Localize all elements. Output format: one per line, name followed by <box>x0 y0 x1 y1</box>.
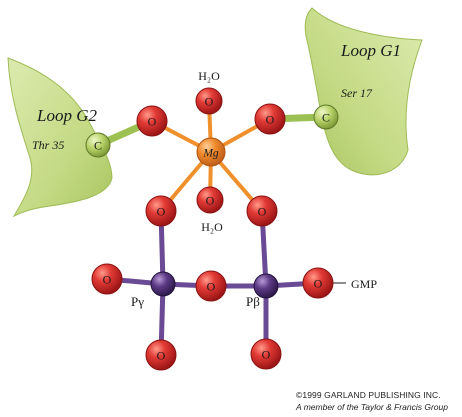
oxygen-atom-left: O <box>136 105 168 137</box>
oxygen-atom-gamma-left: O <box>91 263 123 295</box>
oxygen-atom-beta-top: O <box>246 195 278 227</box>
carbon-atom-right: C <box>313 104 339 130</box>
oxygen-gamma-left-label: O <box>103 273 112 287</box>
oxygen-atom-water-top: O <box>195 87 223 115</box>
water-top-label: H₂O <box>198 69 220 83</box>
magnesium-atom: Mg <box>196 137 226 167</box>
oxygen-bridge-label: O <box>207 280 216 294</box>
oxygen-atom-beta-right: O <box>302 267 334 299</box>
oxygen-water-bottom-label: O <box>206 194 215 208</box>
magnesium-label: Mg <box>202 148 219 160</box>
loop-g1-shape <box>304 7 423 176</box>
oxygen-atom-right: O <box>254 103 286 135</box>
oxygen-beta-bottom-label: O <box>262 348 271 362</box>
loop-g2-label: Loop G2 <box>36 106 97 125</box>
thr-35-label: Thr 35 <box>32 138 64 152</box>
loop-g1-label: Loop G1 <box>340 41 401 60</box>
oxygen-left-label: O <box>148 115 157 129</box>
copyright-line-1: ©1999 GARLAND PUBLISHING INC. <box>296 390 441 400</box>
carbon-right-label: C <box>322 111 330 125</box>
phosphorus-beta-atom <box>253 273 279 299</box>
oxygen-atom-water-bottom: O <box>196 186 224 214</box>
oxygen-right-label: O <box>266 113 275 127</box>
oxygen-beta-right-label: O <box>314 277 323 291</box>
oxygen-atom-gamma-bottom: O <box>145 339 177 371</box>
loop-g2-shape <box>7 57 113 218</box>
oxygen-beta-top-label: O <box>258 205 267 219</box>
copyright-line-2: A member of the Taylor & Francis Group <box>296 402 448 412</box>
p-gamma-label: Pγ <box>131 294 144 309</box>
water-bottom-label: H₂O <box>201 220 223 234</box>
carbon-atom-left: C <box>85 132 111 158</box>
oxygen-gamma-top-label: O <box>157 205 166 219</box>
oxygen-gamma-bottom-label: O <box>157 349 166 363</box>
oxygen-water-top-label: O <box>205 95 214 109</box>
gmp-label: GMP <box>351 277 377 291</box>
p-beta-label: Pβ <box>246 294 260 309</box>
phosphorus-gamma-atom <box>150 271 176 297</box>
oxygen-atom-beta-bottom: O <box>250 338 282 370</box>
oxygen-atom-gamma-top: O <box>145 195 177 227</box>
carbon-left-label: C <box>94 139 102 153</box>
oxygen-atom-bridge: O <box>195 270 227 302</box>
ser-17-label: Ser 17 <box>341 86 373 100</box>
